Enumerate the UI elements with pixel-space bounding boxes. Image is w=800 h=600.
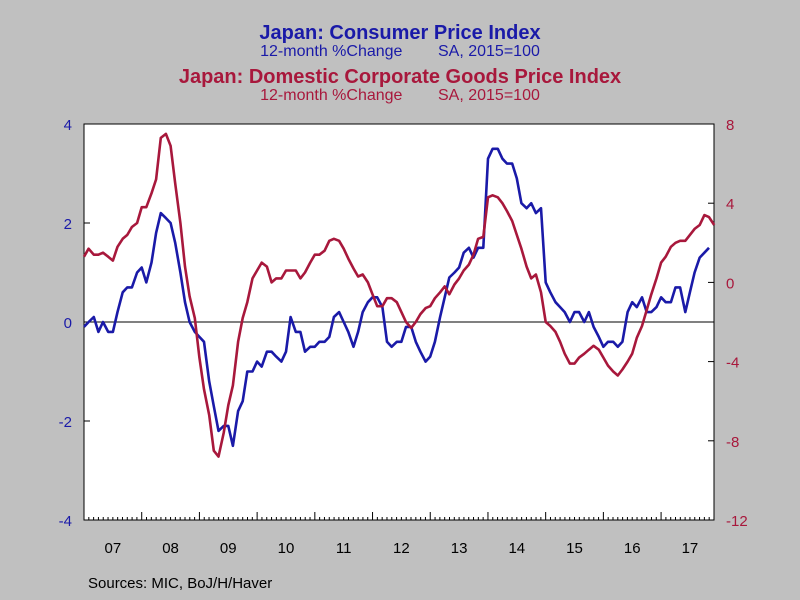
series-group [82,132,716,458]
source-note: Sources: MIC, BoJ/H/Haver [88,575,273,592]
x-tick-label: 15 [566,540,583,557]
right-tick-label: -12 [726,513,748,530]
axis-ticks: 4 2 0 -2 -4 8 4 0 -4 -8 -12 07 08 09 10 11 12 13 14 15 16 17 [59,117,748,557]
left-tick-label: -4 [59,513,72,530]
x-tick-label: 10 [278,540,295,557]
x-tick-label: 08 [162,540,179,557]
cpi-title: Japan: Consumer Price Index [259,22,541,44]
cgpi-title: Japan: Domestic Corporate Goods Price In… [178,66,622,88]
left-tick-label: 4 [64,117,72,134]
x-tick-label: 16 [624,540,641,557]
x-tick-label: 11 [336,540,352,557]
right-tick-label: 4 [726,196,734,213]
x-tick-label: 14 [508,540,525,557]
x-tick-label: 07 [105,540,122,557]
left-tick-label: -2 [59,414,72,431]
cgpi-series-line [82,132,716,458]
cgpi-subtitle: 12-month %Change SA, 2015=100 [260,87,540,104]
right-tick-label: 8 [726,117,734,134]
left-tick-label: 2 [64,216,72,233]
right-tick-label: 0 [726,275,734,292]
right-tick-label: -8 [726,434,739,451]
x-tick-label: 12 [393,540,410,557]
x-tick-label: 13 [451,540,468,557]
left-tick-label: 0 [64,315,72,332]
right-tick-label: -4 [726,355,739,372]
x-tick-label: 09 [220,540,237,557]
cpi-subtitle: 12-month %Change SA, 2015=100 [260,43,540,60]
x-tick-label: 17 [682,540,699,557]
cpi-series-line [83,147,710,448]
